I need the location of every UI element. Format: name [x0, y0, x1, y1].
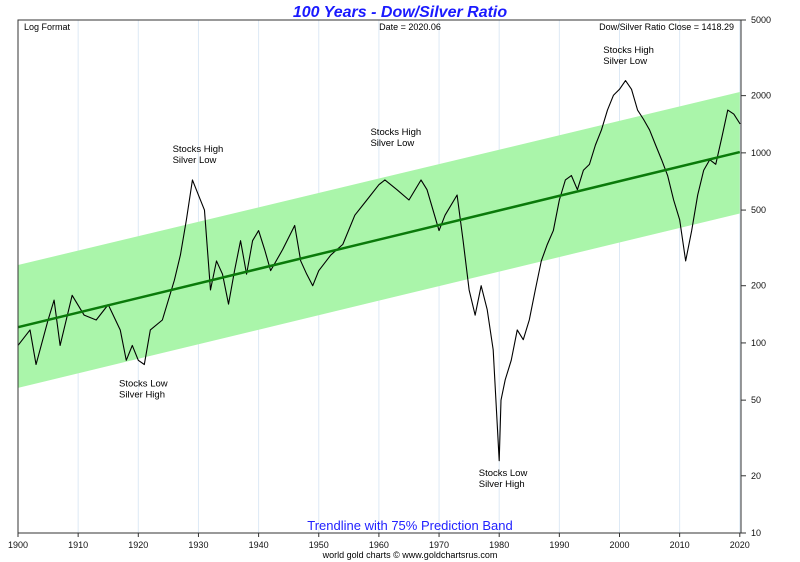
log-format-label: Log Format: [24, 22, 71, 32]
x-tick-label: 1910: [68, 540, 88, 550]
footer-credit: world gold charts © www.goldchartsrus.co…: [322, 550, 498, 560]
annotation-label: Stocks High: [370, 127, 421, 138]
annotation-label: Stocks High: [173, 144, 224, 155]
x-tick-label: 1950: [309, 540, 329, 550]
annotation-label: Silver High: [119, 389, 165, 400]
y-tick-label: 500: [751, 205, 766, 215]
annotation-label: Silver Low: [370, 138, 414, 149]
x-tick-label: 1920: [128, 540, 148, 550]
annotation-label: Stocks Low: [119, 378, 168, 389]
band-label: Trendline with 75% Prediction Band: [307, 518, 512, 533]
annotation-label: Silver Low: [173, 155, 217, 166]
x-tick-label: 2010: [670, 540, 690, 550]
plot-frame: [17, 19, 742, 534]
x-tick-label: 1940: [249, 540, 269, 550]
x-tick-label: 2020: [730, 540, 750, 550]
x-tick-label: 1900: [8, 540, 28, 550]
y-tick-label: 5000: [751, 15, 771, 25]
annotation-label: Silver Low: [603, 56, 647, 67]
close-label: Dow/Silver Ratio Close = 1418.29: [599, 22, 734, 32]
x-tick-label: 1990: [549, 540, 569, 550]
y-tick-label: 20: [751, 471, 761, 481]
axes: 1900 1910 1920 1930 1940 1950 1960 1970 1980 1990…: [8, 15, 771, 550]
x-tick-label: 1980: [489, 540, 509, 550]
y-tick-label: 1000: [751, 148, 771, 158]
y-tick-label: 2000: [751, 91, 771, 101]
y-tick-label: 200: [751, 281, 766, 291]
series-layer: [17, 80, 741, 462]
y-tick-label: 100: [751, 338, 766, 348]
trendline: [17, 150, 741, 329]
annotation-label: Stocks Low: [479, 468, 528, 479]
x-tick-label: 1970: [429, 540, 449, 550]
y-tick-label: 50: [751, 395, 761, 405]
x-tick-label: 1960: [369, 540, 389, 550]
annotation-label: Silver High: [479, 479, 525, 490]
x-tick-label: 2000: [609, 540, 629, 550]
annotation-label: Stocks High: [603, 45, 654, 56]
date-label: Date = 2020.06: [379, 22, 441, 32]
chart-title: 100 Years - Dow/Silver Ratio: [293, 4, 508, 21]
ratio-series-line: [17, 80, 741, 462]
x-tick-label: 1930: [188, 540, 208, 550]
y-tick-label: 10: [751, 528, 761, 538]
